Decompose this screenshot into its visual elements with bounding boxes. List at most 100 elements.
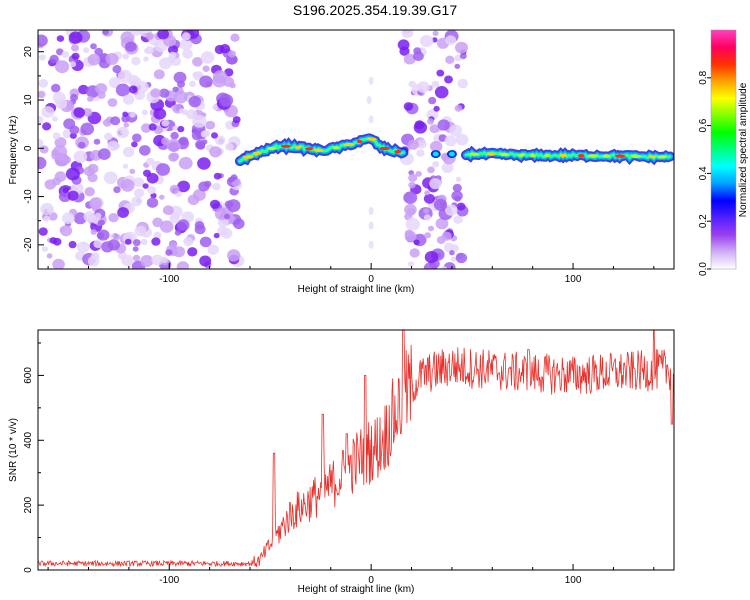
noise-blob <box>97 219 105 226</box>
noise-blob <box>368 115 374 124</box>
noise-blob <box>441 162 454 174</box>
noise-blob <box>435 217 449 230</box>
noise-blob <box>68 31 83 44</box>
noise-blob <box>102 118 112 127</box>
noise-blob <box>148 123 157 131</box>
noise-blob <box>192 189 206 201</box>
noise-blob <box>122 163 129 169</box>
noise-blob <box>454 54 462 62</box>
noise-blob <box>143 56 149 62</box>
noise-blob <box>117 207 129 218</box>
noise-blob <box>51 116 58 122</box>
y-tick-label: 20 <box>23 46 34 58</box>
ridge-hotspot <box>630 154 641 158</box>
noise-blob <box>407 261 415 267</box>
noise-blob <box>59 225 73 237</box>
noise-blob <box>93 239 103 249</box>
ridge-hotspot <box>343 142 355 147</box>
noise-blob <box>87 173 98 183</box>
x-tick-label: -100 <box>159 274 179 285</box>
noise-blob <box>424 251 439 264</box>
noise-blob <box>420 35 434 48</box>
noise-blob <box>143 169 151 177</box>
noise-blob <box>131 77 142 86</box>
noise-blob <box>427 118 434 125</box>
noise-blob <box>161 119 170 127</box>
noise-blob <box>90 43 97 50</box>
noise-blob <box>117 69 133 83</box>
noise-blob <box>450 256 457 262</box>
noise-blob <box>63 118 76 130</box>
noise-blob <box>407 139 419 150</box>
noise-blob <box>408 173 418 182</box>
noise-blob <box>423 193 435 204</box>
noise-blob <box>115 83 130 97</box>
noise-blob <box>200 130 209 138</box>
spectrogram-ylabel: Frequency (Hz) <box>8 116 19 185</box>
noise-blob <box>61 51 70 58</box>
noise-blob <box>41 106 55 118</box>
noise-blob <box>205 120 216 130</box>
noise-blob <box>414 120 425 130</box>
noise-blob <box>55 98 68 109</box>
noise-blob <box>432 161 440 168</box>
spectrogram-y-axis: -20 -10 0 10 20 <box>23 46 44 270</box>
noise-blob <box>198 181 210 192</box>
noise-blob <box>121 254 134 267</box>
snr-ylabel: SNR (10 * v/v) <box>8 418 19 482</box>
noise-blob <box>132 246 139 252</box>
noise-blob <box>173 90 188 104</box>
noise-blob <box>455 176 462 183</box>
noise-blob <box>120 31 135 44</box>
noise-blob <box>62 129 73 139</box>
noise-blob <box>133 239 141 247</box>
colorbar-tick-label: 0.2 <box>698 214 709 228</box>
noise-blob <box>233 218 245 229</box>
y-tick-label: -10 <box>23 189 34 204</box>
noise-blob <box>423 214 431 221</box>
noise-blob <box>202 65 210 72</box>
noise-blob <box>153 69 165 80</box>
noise-blob <box>177 180 191 193</box>
spectrogram-noise-layer <box>38 30 469 269</box>
noise-blob <box>133 177 144 187</box>
noise-blob <box>112 65 122 74</box>
noise-blob <box>56 35 65 42</box>
noise-blob <box>368 240 374 249</box>
noise-blob <box>445 35 457 46</box>
noise-blob <box>397 39 410 51</box>
noise-blob <box>54 171 67 182</box>
noise-blob <box>191 130 203 141</box>
snr-xlabel: Height of straight line (km) <box>298 584 415 595</box>
noise-blob <box>87 53 101 66</box>
noise-blob <box>122 53 130 60</box>
ridge-hotspot <box>614 154 626 158</box>
noise-blob <box>228 50 237 58</box>
noise-blob <box>51 83 61 93</box>
noise-blob <box>42 122 52 131</box>
ridge-hotspot <box>379 146 391 151</box>
ridge-hotspot <box>242 155 254 159</box>
noise-blob <box>368 76 374 85</box>
noise-blob <box>451 190 463 201</box>
noise-blob <box>200 51 215 64</box>
noise-blob <box>176 219 190 231</box>
noise-blob <box>209 146 222 158</box>
noise-blob <box>157 30 169 40</box>
noise-blob <box>192 71 199 78</box>
ridge-hotspot <box>559 153 568 158</box>
y-tick-label: 0 <box>23 567 34 573</box>
spectrogram-ridge-layer <box>234 133 674 167</box>
noise-blob <box>73 150 88 163</box>
noise-blob <box>227 249 241 262</box>
noise-blob <box>108 213 119 223</box>
noise-blob <box>141 123 152 133</box>
colorbar-ticks: 0.0 0.2 0.4 0.6 0.8 <box>698 70 711 276</box>
noise-blob <box>444 75 453 84</box>
noise-blob <box>431 80 440 88</box>
ridge-hotspot <box>602 154 611 158</box>
noise-blob <box>415 171 422 177</box>
noise-blob <box>225 143 234 151</box>
noise-blob <box>58 191 71 203</box>
